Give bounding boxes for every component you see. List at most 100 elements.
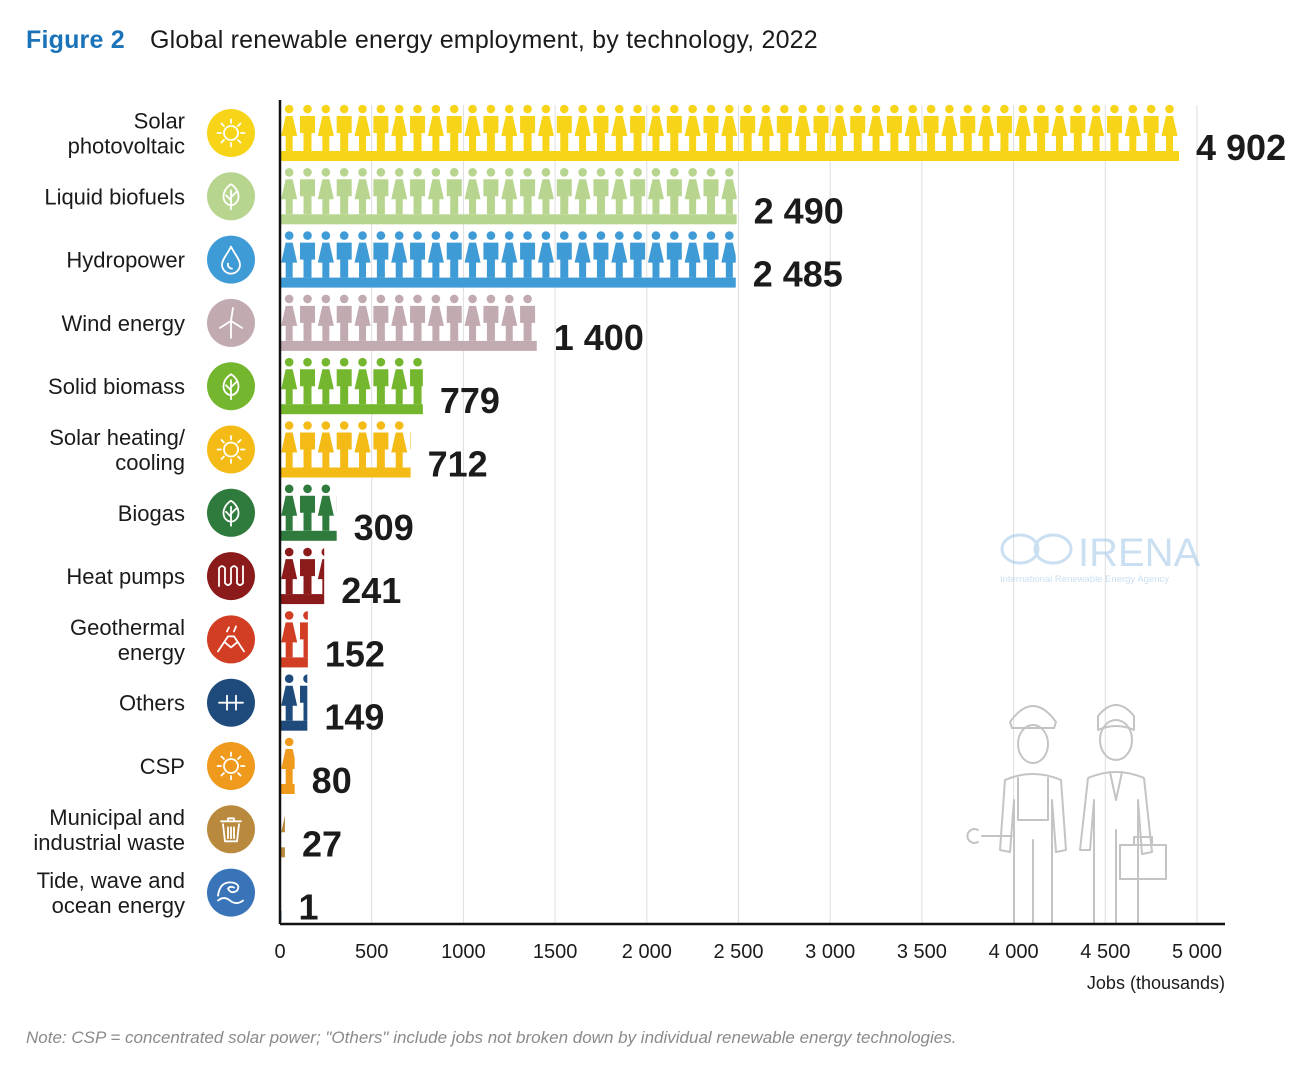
person-body <box>354 242 371 278</box>
person-icon <box>886 104 902 151</box>
category-row: Liquid biofuels 2 490 <box>44 168 844 231</box>
person-icon <box>537 104 554 151</box>
person-head <box>871 104 881 114</box>
volcano-shape <box>217 625 245 653</box>
person-icon <box>501 168 518 215</box>
category-label: Biogas <box>118 501 185 526</box>
person-head <box>523 231 532 240</box>
person-head <box>486 294 496 304</box>
person-icon <box>630 168 646 215</box>
person-body <box>520 116 536 151</box>
person-icon <box>336 421 352 468</box>
person-head <box>1110 104 1119 114</box>
bar <box>280 530 337 541</box>
pictogram-people <box>281 294 536 341</box>
person-icon <box>684 168 701 215</box>
person-head <box>413 231 422 240</box>
person-head <box>523 294 532 304</box>
person-icon <box>317 168 334 215</box>
person-head <box>284 294 294 304</box>
person-head <box>303 421 312 430</box>
person-head <box>816 104 826 114</box>
x-axis-title: Jobs (thousands) <box>1087 973 1225 993</box>
person-body <box>300 622 308 658</box>
value-label: 149 <box>324 697 384 738</box>
person-icon <box>281 804 285 833</box>
partial-person <box>317 548 325 595</box>
sun-ray <box>220 772 225 777</box>
person-body <box>537 179 554 215</box>
person-head <box>486 231 496 240</box>
category-label: Municipal and industrial waste <box>33 805 185 855</box>
partial-person <box>410 357 423 405</box>
pictogram-people <box>281 421 411 468</box>
category-row: Biogas 309 <box>118 484 414 548</box>
person-body <box>446 305 462 341</box>
person-head <box>413 104 422 114</box>
person-head <box>321 231 331 240</box>
briefcase-handle <box>1133 836 1153 846</box>
person-head <box>431 104 441 114</box>
bar <box>280 594 325 605</box>
person-head <box>523 104 532 114</box>
person-body <box>1088 116 1105 151</box>
person-head <box>284 231 294 240</box>
leaf-icon <box>207 172 255 221</box>
person-body <box>666 242 682 278</box>
person-icon <box>300 294 316 341</box>
person-body <box>537 242 554 278</box>
leaf-shape <box>222 373 240 401</box>
person-head <box>321 104 331 114</box>
person-icon <box>593 104 609 151</box>
person-icon <box>373 104 389 151</box>
person-icon <box>391 168 408 215</box>
person-head <box>321 548 325 557</box>
person-icon <box>410 432 411 450</box>
person-body <box>391 116 408 151</box>
person-body <box>520 179 536 215</box>
coil-shape <box>218 565 244 587</box>
person-head <box>321 294 331 304</box>
person-icon <box>1051 104 1068 151</box>
person-body <box>483 179 499 215</box>
person-icon <box>1161 104 1178 151</box>
person-body <box>373 116 389 151</box>
sun-icon <box>207 742 255 790</box>
person-icon <box>281 294 298 341</box>
person-icon <box>611 231 628 278</box>
leaf-shape <box>222 499 240 527</box>
person-body <box>373 305 389 341</box>
person-body <box>868 116 885 151</box>
person-head <box>449 168 459 177</box>
person-head <box>394 421 404 430</box>
person-body <box>1014 116 1031 151</box>
person-head <box>284 737 294 747</box>
person-icon <box>317 231 334 278</box>
person-head <box>394 231 404 240</box>
category-row: Tide, wave and ocean energy 1 <box>37 868 319 928</box>
bar <box>280 847 285 858</box>
person-icon <box>410 294 426 341</box>
person-head <box>614 104 624 114</box>
person-body <box>684 242 701 278</box>
person-body <box>281 495 298 531</box>
partial-person <box>300 611 308 658</box>
person-head <box>358 294 367 304</box>
category-label: Wind energy <box>61 311 185 336</box>
person-body <box>410 242 426 278</box>
person-icon <box>684 104 701 151</box>
value-label: 2 490 <box>754 190 844 231</box>
person-icon <box>630 104 646 151</box>
person-icon <box>647 168 664 215</box>
person-body <box>317 242 334 278</box>
x-tick-label: 4 500 <box>1080 941 1130 963</box>
person-body <box>1124 116 1141 151</box>
person-body <box>1161 116 1178 151</box>
person-body <box>300 369 316 405</box>
person-head <box>1018 104 1028 114</box>
person-icon <box>556 231 572 278</box>
category-row: Solar heating/cooling 712 <box>49 421 488 485</box>
person-body <box>410 369 423 405</box>
person-icon <box>427 294 444 341</box>
person-icon <box>317 104 334 151</box>
